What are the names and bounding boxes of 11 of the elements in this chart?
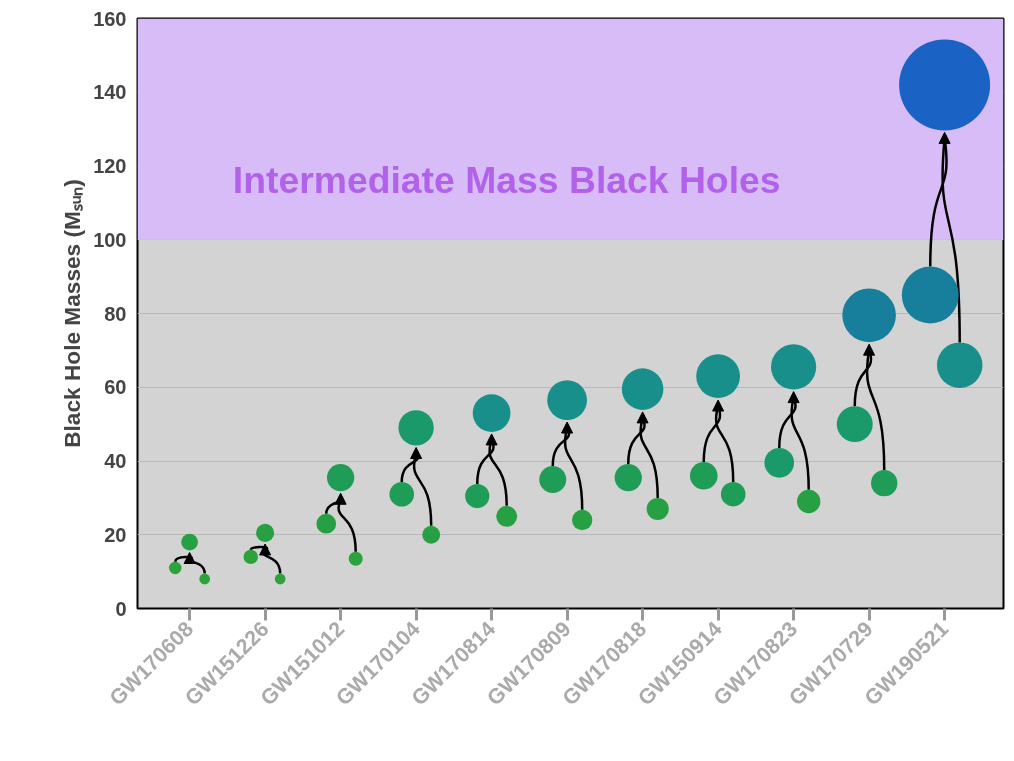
band-label: Intermediate Mass Black Holes (232, 159, 781, 202)
y-tick-label: 40 (104, 450, 127, 472)
y-tick-label: 160 (93, 7, 127, 30)
y-tick-label: 60 (104, 376, 127, 399)
y-tick-label: 120 (93, 155, 127, 177)
y-tick-label: 20 (104, 523, 127, 546)
y-tick-label: 0 (115, 597, 127, 620)
y-tick-label: 140 (93, 81, 127, 104)
y-tick-label: 100 (93, 228, 127, 251)
y-tick-label: 80 (104, 302, 127, 325)
y-axis-title: Black Hole Masses (Mₛᵤₙ) (59, 179, 86, 448)
